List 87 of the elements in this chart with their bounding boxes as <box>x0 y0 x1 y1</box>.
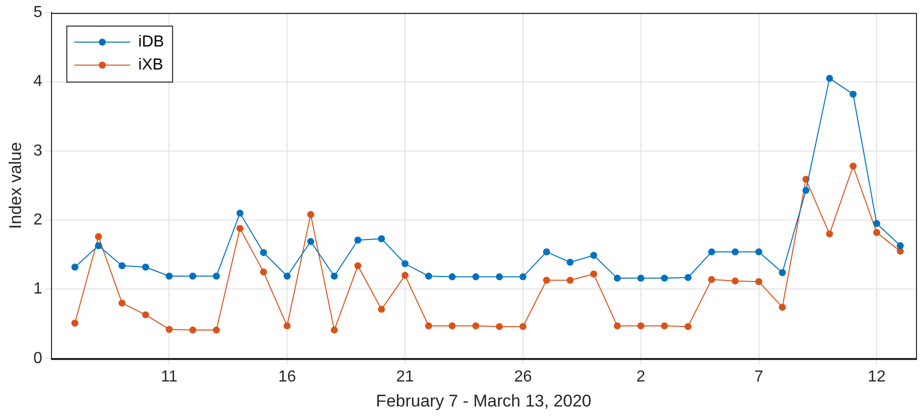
point <box>566 276 574 284</box>
point <box>850 90 857 98</box>
point <box>543 276 550 284</box>
point <box>802 186 810 194</box>
point <box>684 274 692 281</box>
point <box>826 230 834 238</box>
point <box>472 273 480 280</box>
point <box>496 323 503 330</box>
point <box>425 322 432 330</box>
point <box>118 300 126 307</box>
y-tick-label: 0 <box>33 350 42 367</box>
point <box>378 235 385 242</box>
point <box>330 326 338 334</box>
point <box>142 311 150 318</box>
point <box>660 322 668 330</box>
y-tick-label: 1 <box>33 280 42 298</box>
point <box>378 306 385 313</box>
point <box>850 162 857 170</box>
point <box>637 274 644 282</box>
point <box>778 269 786 276</box>
point <box>354 236 362 244</box>
point <box>826 74 834 82</box>
y-tick-label: 5 <box>33 4 42 22</box>
point <box>307 238 314 246</box>
point <box>166 326 173 333</box>
point <box>260 268 268 276</box>
point <box>212 272 220 280</box>
point <box>896 242 904 250</box>
point <box>402 272 409 279</box>
point <box>755 248 762 256</box>
point <box>660 274 668 282</box>
point <box>732 277 739 284</box>
point <box>118 262 126 270</box>
point <box>637 322 644 330</box>
point <box>94 233 102 240</box>
x-tick-label: 21 <box>396 368 414 386</box>
point <box>307 211 314 218</box>
point <box>448 273 456 280</box>
point <box>755 278 762 286</box>
point <box>778 304 786 311</box>
point <box>212 326 220 334</box>
point <box>354 262 362 270</box>
point <box>236 224 244 232</box>
point <box>873 220 880 228</box>
point <box>425 272 432 280</box>
point <box>614 274 621 282</box>
x-tick-label: 26 <box>514 368 532 386</box>
point <box>614 322 621 330</box>
point <box>260 249 268 256</box>
point <box>448 322 456 330</box>
point <box>142 264 150 271</box>
point <box>496 273 503 280</box>
point <box>284 322 291 330</box>
point <box>590 252 598 259</box>
x-tick-label: 11 <box>160 368 178 386</box>
y-axis-title: Index value <box>6 142 25 229</box>
point <box>236 210 244 217</box>
point <box>684 323 692 330</box>
y-tick-label: 3 <box>33 142 42 160</box>
point <box>284 272 291 280</box>
point <box>708 248 716 256</box>
point <box>94 242 102 250</box>
point <box>166 272 173 280</box>
point <box>519 323 526 330</box>
legend-label: iDB <box>138 34 164 51</box>
point <box>402 260 409 268</box>
point <box>189 272 196 280</box>
point <box>472 322 480 330</box>
point <box>330 272 338 280</box>
legend-label: iXB <box>138 56 164 74</box>
y-tick-label: 4 <box>33 73 42 90</box>
point <box>189 326 196 334</box>
x-tick-label: 2 <box>636 368 646 386</box>
point <box>543 248 550 256</box>
point <box>732 248 739 256</box>
point <box>566 258 574 266</box>
point <box>519 273 526 280</box>
point <box>708 276 716 284</box>
y-tick-label: 2 <box>33 211 42 228</box>
point <box>71 264 78 271</box>
point <box>590 270 598 278</box>
point <box>873 229 880 236</box>
x-tick-label: 7 <box>754 368 764 386</box>
x-axis-title: February 7 - March 13, 2020 <box>376 391 592 410</box>
x-tick-label: 12 <box>868 368 886 386</box>
point <box>71 320 78 327</box>
x-tick-label: 16 <box>278 368 296 386</box>
